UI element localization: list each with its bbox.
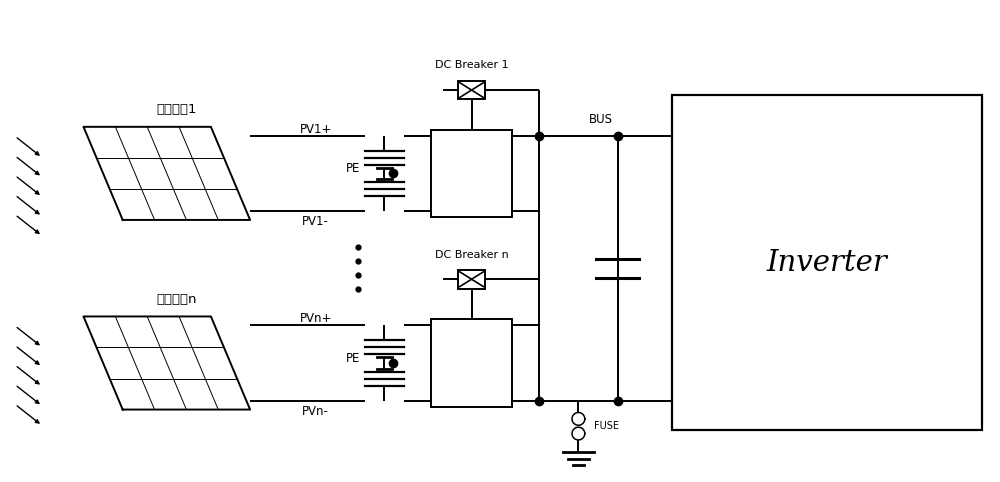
Bar: [458, 81, 485, 99]
Text: 光伏阵劗1: 光伏阵劗1: [156, 103, 197, 116]
Text: DC Breaker n: DC Breaker n: [435, 250, 508, 260]
Bar: [431, 130, 512, 216]
Text: PVn+: PVn+: [300, 312, 332, 325]
Text: PE: PE: [571, 481, 586, 482]
Text: PE: PE: [345, 162, 360, 175]
Text: FUSE: FUSE: [594, 421, 619, 431]
Text: PE: PE: [345, 351, 360, 364]
Text: PV1+: PV1+: [300, 123, 332, 136]
Text: Inverter: Inverter: [766, 249, 887, 277]
Text: PV1-: PV1-: [302, 215, 329, 228]
Text: DC Breaker 1: DC Breaker 1: [435, 60, 508, 70]
Text: 光伏阵列n: 光伏阵列n: [156, 293, 197, 306]
Text: BUS: BUS: [589, 113, 613, 126]
Bar: [458, 270, 485, 289]
Bar: [672, 95, 982, 430]
Bar: [431, 320, 512, 407]
Text: PVn-: PVn-: [302, 405, 329, 418]
